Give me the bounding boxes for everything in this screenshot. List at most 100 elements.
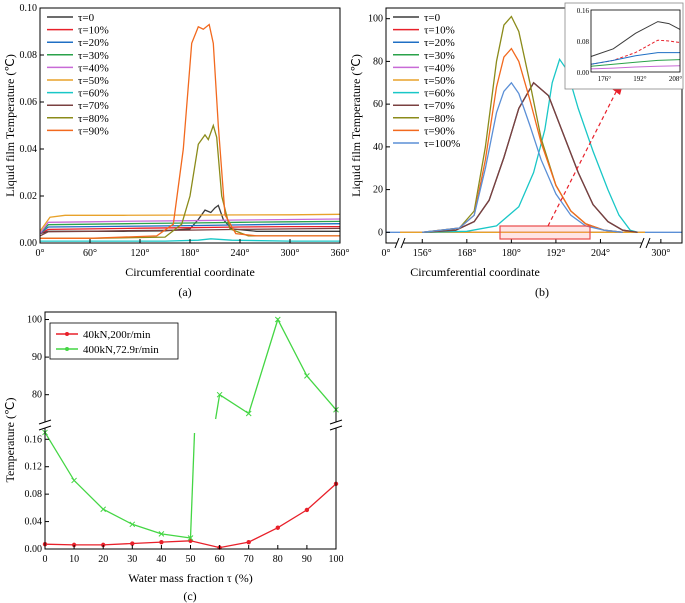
series-line-b-7 — [422, 81, 638, 233]
legend-marker-c-0 — [65, 332, 69, 336]
legend-box-c — [49, 322, 179, 360]
x-axis-label-c: Water mass fraction τ (%) — [128, 571, 252, 585]
chart-panel-c: 0 10 20 30 40 50 60 70 80 90 100 0.00 0.04 0.08 0.12 0.… — [3, 311, 344, 585]
axis-break-mark-b-1-1 — [639, 237, 645, 249]
data-point-c-1-1 — [71, 477, 77, 484]
x-tick-label-b-0: 0° — [382, 248, 391, 259]
legend-label-7: τ=70% — [424, 100, 455, 112]
x-axis-label-a: Circumferential coordinate — [125, 265, 255, 279]
data-point-c-0-8 — [275, 525, 280, 530]
legend-label-6: τ=60% — [78, 88, 109, 100]
x-tick-label-b-2: 168° — [457, 248, 476, 259]
y-tick-label-a-1: 0.02 — [20, 191, 38, 202]
x-tick-label-b-3: 180° — [502, 248, 521, 259]
x-tick-label-c-3: 30 — [127, 554, 137, 565]
x-tick-label-c-6: 60 — [215, 554, 225, 565]
legend-label-1: τ=10% — [424, 25, 455, 37]
data-point-c-1-2 — [100, 506, 107, 513]
series-break-lower-c — [189, 432, 196, 539]
y-tick-label-a-3: 0.06 — [20, 97, 38, 108]
series-line-b-10 — [422, 81, 623, 233]
y-tick-label-lower-c-0: 0.00 — [25, 544, 43, 555]
series-line-a-9 — [40, 23, 340, 239]
series-line-c-1-lower — [44, 432, 191, 539]
zoom-region-box-b — [499, 225, 591, 240]
series-line-a-4 — [39, 218, 341, 234]
legend-label-4: τ=40% — [424, 62, 455, 74]
x-tick-label-b-6: 300° — [651, 248, 670, 259]
series-line-a-3 — [39, 220, 341, 235]
axis-break-mark-b-0-2 — [400, 237, 406, 249]
legend-label-3: τ=30% — [424, 50, 455, 62]
inset-series-line-b-3 — [590, 59, 681, 67]
x-tick-label-b-1: 156° — [413, 248, 432, 259]
y-tick-label-b-1: 20 — [373, 185, 383, 196]
series-break-upper-c — [214, 394, 221, 420]
legend-label-8: τ=80% — [424, 113, 455, 125]
axis-break-gap-c-1 — [331, 422, 341, 428]
y-tick-label-b-5: 100 — [368, 14, 383, 25]
y-axis-label-c: Temperature (℃) — [3, 398, 17, 483]
data-point-c-0-7 — [246, 539, 251, 545]
inset-x-tick-label-b-0: 176° — [598, 75, 612, 83]
legend-label-9: τ=90% — [78, 125, 109, 137]
y-tick-label-lower-c-3: 0.12 — [25, 462, 43, 473]
y-tick-label-lower-c-1: 0.04 — [25, 517, 43, 528]
y-tick-label-b-4: 80 — [373, 56, 383, 67]
x-tick-label-c-8: 80 — [273, 554, 283, 565]
series-line-a-2 — [39, 223, 341, 235]
y-tick-label-upper-c-1: 90 — [32, 352, 42, 363]
legend-label-5: τ=50% — [78, 75, 109, 87]
x-tick-label-a-5: 300° — [281, 248, 300, 259]
x-tick-label-a-3: 180° — [181, 248, 200, 259]
x-axis-label-b: Circumferential coordinate — [410, 265, 540, 279]
legend-label-4: τ=40% — [78, 62, 109, 74]
legend-marker-c-1 — [65, 347, 69, 351]
series-line-a-5 — [39, 213, 341, 232]
caption-c: (c) — [183, 589, 196, 603]
data-point-c-1-3 — [129, 521, 136, 528]
series-line-b-9 — [422, 47, 623, 233]
inset-series-line-b-0 — [590, 21, 681, 57]
inset-y-tick-label-b-2: 0.16 — [577, 7, 590, 15]
legend-label-c-0: 40kN,200r/min — [83, 329, 151, 341]
data-point-c-1-8 — [274, 316, 281, 323]
axis-break-mark-b-0-1 — [394, 237, 400, 249]
y-tick-label-upper-c-2: 100 — [27, 315, 42, 326]
legend-label-9: τ=90% — [424, 125, 455, 137]
series-line-a-1 — [39, 225, 340, 235]
inset-x-tick-label-b-2: 208° — [669, 75, 683, 83]
y-tick-label-lower-c-4: 0.16 — [25, 434, 43, 445]
data-point-c-0-9 — [304, 507, 310, 513]
y-tick-label-b-3: 60 — [373, 99, 383, 110]
data-point-c-0-4 — [159, 539, 164, 545]
x-tick-label-a-2: 120° — [131, 248, 150, 259]
axis-break-mark-c-0-1 — [38, 419, 52, 425]
axis-break-gap-b-0 — [397, 238, 403, 248]
x-tick-label-c-1: 10 — [69, 554, 79, 565]
inset-y-tick-label-b-0: 0.00 — [577, 69, 590, 77]
legend-label-10: τ=100% — [424, 138, 460, 150]
x-tick-label-c-10: 100 — [329, 554, 344, 565]
inset-x-tick-label-b-1: 192° — [633, 75, 647, 83]
y-tick-label-a-0: 0.00 — [20, 238, 38, 249]
axis-break-mark-c-1-1 — [329, 419, 343, 425]
chart-panel-b: 0° 156° 168° 180° 192° 204° 300° 0 20 40 60 80 100 Ci… — [349, 2, 684, 279]
inset-frame-b — [590, 9, 681, 73]
legend-label-5: τ=50% — [424, 75, 455, 87]
x-tick-label-c-9: 90 — [302, 554, 312, 565]
legend-label-2: τ=20% — [78, 37, 109, 49]
legend-label-1: τ=10% — [78, 25, 109, 37]
data-point-c-1-4 — [158, 531, 165, 537]
inset-series-line-b-2 — [590, 52, 680, 65]
x-tick-label-a-4: 240° — [231, 248, 250, 259]
x-tick-label-b-4: 192° — [546, 248, 565, 259]
inset-y-tick-label-b-1: 0.08 — [577, 38, 590, 46]
legend-label-6: τ=60% — [424, 88, 455, 100]
x-tick-label-a-6: 360° — [331, 248, 350, 259]
series-line-a-6 — [40, 238, 340, 242]
y-axis-label-a: Liquid film Temperature (℃) — [3, 54, 17, 197]
series-line-c-1-upper — [219, 317, 337, 415]
axis-break-gap-c-0 — [40, 422, 50, 428]
